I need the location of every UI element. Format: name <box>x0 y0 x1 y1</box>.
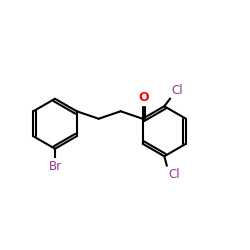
Text: Br: Br <box>48 160 62 172</box>
Text: O: O <box>138 91 149 104</box>
Text: Cl: Cl <box>168 168 180 181</box>
Text: Cl: Cl <box>172 84 183 97</box>
